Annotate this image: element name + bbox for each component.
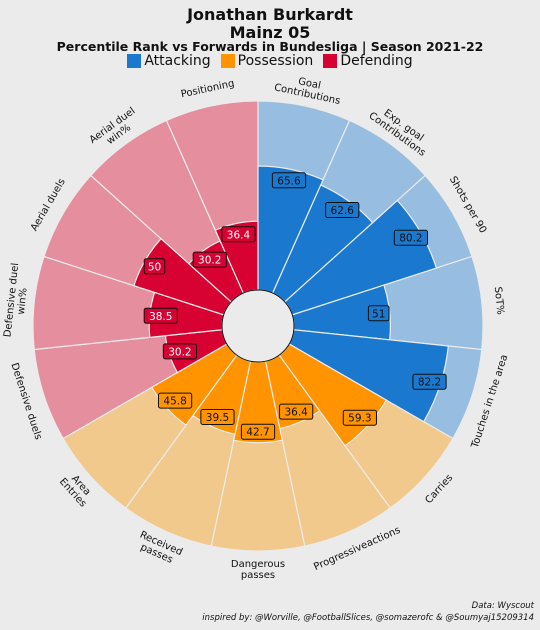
value-label-defensive-duel-win: 38.5 [143, 307, 178, 324]
value-text: 30.2 [198, 255, 221, 267]
value-label-goal-contributions: 65.6 [271, 172, 307, 189]
value-label-aerial-duels: 50 [143, 258, 166, 275]
legend-swatch-possession [220, 54, 235, 68]
value-text: 45.8 [163, 396, 186, 408]
value-box [240, 423, 276, 440]
value-text: 30.2 [168, 346, 191, 358]
value-text: 82.2 [418, 377, 441, 389]
legend-swatch-attacking [127, 54, 142, 68]
value-label-received-passes: 39.5 [200, 409, 235, 426]
value-label-exp-goal-contributions: 62.6 [325, 202, 360, 219]
value-text: 38.5 [149, 311, 172, 323]
chart-subtitle: Percentile Rank vs Forwards in Bundeslig… [56, 39, 484, 54]
value-box [412, 373, 447, 390]
value-label-touches-in-the-area: 82.2 [412, 373, 447, 390]
legend-item-defending: Defending [323, 53, 413, 69]
value-label-progressive-actions: 36.4 [279, 403, 314, 420]
value-label-carries: 59.3 [342, 409, 377, 426]
param-label-defensive-duel-win: Defensive duelwin% [2, 262, 32, 339]
legend-label-possession: Possession [237, 53, 314, 69]
value-text: 62.6 [331, 205, 355, 217]
value-box [143, 307, 178, 324]
team-name: Mainz 05 [229, 23, 311, 42]
value-box [221, 226, 256, 243]
value-text: 39.5 [206, 412, 229, 424]
value-box [157, 392, 193, 409]
value-text: 51 [372, 308, 385, 320]
value-label-defensive-duels: 30.2 [162, 343, 198, 360]
value-box [342, 409, 377, 426]
value-label-area-entries: 45.8 [157, 392, 193, 409]
value-label-positioning: 36.4 [221, 226, 256, 243]
value-text: 36.4 [284, 407, 308, 419]
value-label-sot: 51 [367, 305, 390, 322]
chart-title: Jonathan Burkardt [187, 5, 353, 24]
value-box [367, 305, 390, 322]
legend-item-attacking: Attacking [127, 53, 211, 69]
legend-item-possession: Possession [220, 53, 314, 69]
legend-swatch-defending [323, 54, 338, 68]
footer: Data: Wyscout inspired by: @Worville, @F… [202, 600, 534, 624]
param-label-positioning: Positioning [180, 78, 236, 100]
value-box [162, 343, 198, 360]
value-box [192, 251, 227, 268]
value-label-aerial-duel-win: 30.2 [192, 251, 227, 268]
value-box [279, 403, 314, 420]
param-label-goal-contributions: GoalContributions [273, 72, 343, 108]
value-box [143, 258, 166, 275]
param-label-dangerous-passes: Dangerous passes [231, 559, 285, 581]
param-label-sot: SoT% [492, 286, 506, 315]
value-text: 50 [148, 261, 161, 273]
value-text: 65.6 [277, 175, 301, 187]
legend: Attacking Possession Defending [0, 53, 540, 69]
credits: inspired by: @Worville, @FootballSlices,… [202, 613, 534, 623]
value-text: 42.7 [246, 427, 269, 439]
value-text: 80.2 [399, 233, 422, 245]
value-box [271, 172, 307, 189]
center-circle [221, 289, 295, 363]
value-box [200, 409, 235, 426]
legend-label-attacking: Attacking [144, 53, 211, 69]
legend-label-defending: Defending [340, 53, 413, 69]
data-source: Data: Wyscout [471, 601, 534, 611]
value-box [393, 229, 429, 246]
value-box [325, 202, 360, 219]
value-label-dangerous-passes: 42.7 [240, 423, 276, 440]
value-text: 59.3 [348, 413, 371, 425]
value-text: 36.4 [227, 229, 251, 241]
param-label-carries: Carries [423, 472, 455, 506]
value-label-shots-per-90: 80.2 [393, 229, 429, 246]
